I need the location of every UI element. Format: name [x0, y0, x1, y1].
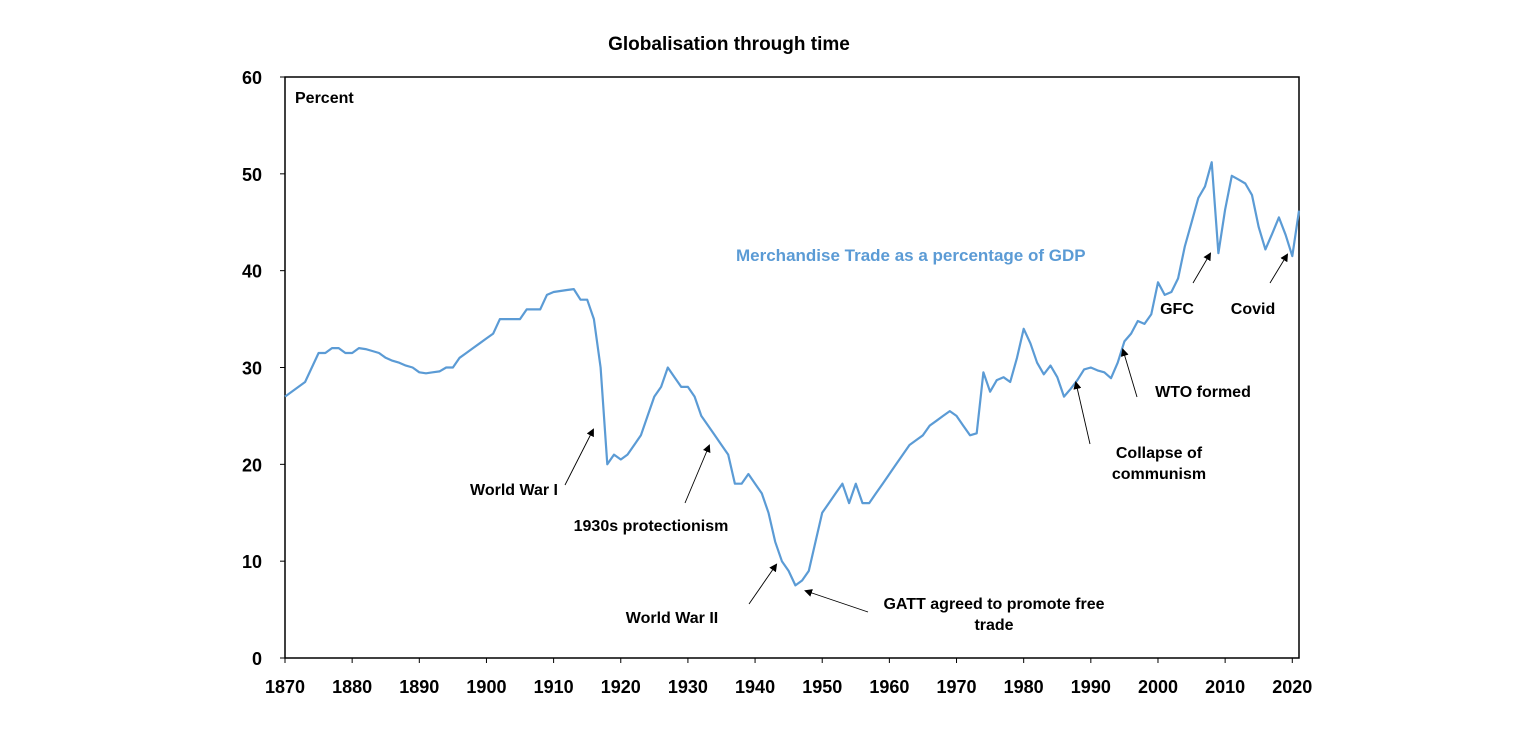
annotation-covid: Covid [1231, 301, 1275, 318]
y-tick-label: 10 [242, 552, 262, 572]
arrow-covid [1269, 253, 1289, 284]
annotation-gatt-line2: trade [974, 617, 1013, 634]
arrow-collapse-communism [1073, 381, 1091, 445]
plot-area-border [284, 76, 1300, 659]
y-tick-label: 60 [242, 68, 262, 88]
y-tick-label: 30 [242, 359, 262, 379]
x-tick-label: 2000 [1138, 677, 1178, 697]
data-points [285, 162, 1300, 586]
arrow-gfc [1192, 252, 1212, 284]
annotation-gatt-line1: GATT agreed to promote free [883, 596, 1104, 613]
series-label: Merchandise Trade as a percentage of GDP [736, 246, 1086, 265]
x-tick-label: 1930 [668, 677, 708, 697]
x-tick-label: 1990 [1071, 677, 1111, 697]
annotation-world-war-2: World War II [626, 610, 718, 627]
annotation-collapse-line2: communism [1112, 466, 1206, 483]
y-axis-label: Percent [295, 90, 354, 107]
x-tick-label: 1940 [735, 677, 775, 697]
arrow-1930s-protectionism [684, 444, 711, 504]
series-line-trade [284, 161, 1301, 587]
annotation-gfc: GFC [1160, 301, 1194, 318]
y-tick-label: 20 [242, 455, 262, 475]
x-tick-label: 2020 [1272, 677, 1312, 697]
x-tick-label: 1870 [265, 677, 305, 697]
arrow-world-war-1 [564, 428, 594, 486]
arrow-gatt [804, 589, 869, 613]
x-tick-label: 1960 [869, 677, 909, 697]
x-tick-label: 1890 [399, 677, 439, 697]
x-tick-label: 1950 [802, 677, 842, 697]
x-axis: 1870 1880 1890 1900 1910 1920 1930 1940 1950 1960… [265, 658, 1312, 697]
annotation-1930s-protectionism: 1930s protectionism [574, 518, 729, 535]
annotation-collapse-line1: Collapse of [1116, 445, 1203, 462]
chart-title: Globalisation through time [608, 34, 850, 55]
x-tick-label: 1920 [601, 677, 641, 697]
x-tick-label: 2010 [1205, 677, 1245, 697]
x-tick-label: 1910 [534, 677, 574, 697]
x-tick-label: 1970 [936, 677, 976, 697]
y-tick-label: 50 [242, 165, 262, 185]
y-tick-label: 0 [252, 649, 262, 669]
y-tick-label: 40 [242, 262, 262, 282]
arrow-world-war-2 [748, 563, 778, 605]
arrow-wto [1120, 348, 1138, 398]
x-tick-label: 1880 [332, 677, 372, 697]
annotation-world-war-1: World War I [470, 482, 558, 499]
annotation-wto: WTO formed [1155, 384, 1251, 401]
y-axis: 0 10 20 30 40 50 60 [242, 68, 285, 669]
x-tick-label: 1980 [1004, 677, 1044, 697]
x-tick-label: 1900 [466, 677, 506, 697]
